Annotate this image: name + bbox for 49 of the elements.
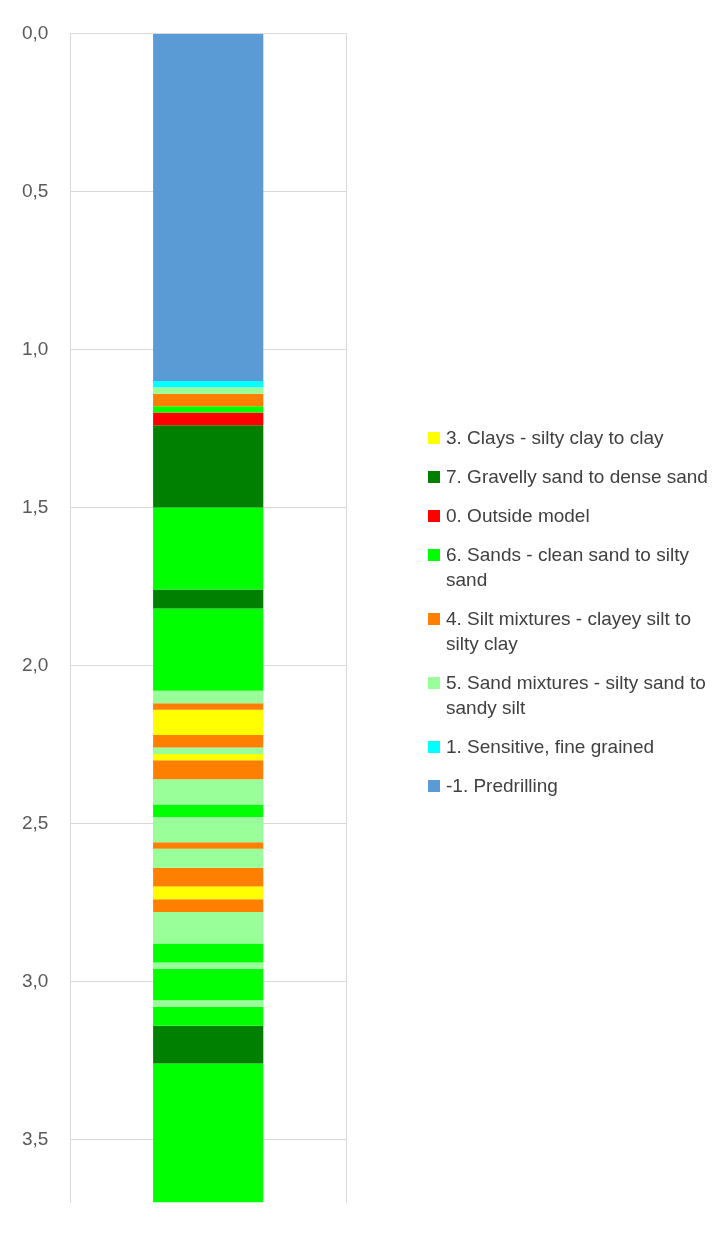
bar <box>153 406 264 413</box>
bar <box>153 867 264 887</box>
legend-label: 3. Clays - silty clay to clay <box>446 426 664 450</box>
bar <box>153 779 264 805</box>
bar <box>153 425 264 508</box>
bar <box>153 899 264 912</box>
y-tick-label: 3,0 <box>21 969 49 991</box>
bar <box>153 608 264 691</box>
y-tick-label: 2,5 <box>21 811 49 833</box>
bar <box>153 842 264 849</box>
y-tick-label: 2,0 <box>21 653 49 675</box>
y-tick-label: 0,5 <box>21 179 49 201</box>
legend-label: -1. Predrilling <box>446 774 558 798</box>
bar <box>153 1025 264 1064</box>
bar <box>153 33 264 381</box>
bar <box>153 709 264 735</box>
bar <box>153 1000 264 1007</box>
bar <box>153 911 264 944</box>
bar <box>153 753 264 761</box>
bar <box>153 507 264 590</box>
bar <box>153 1006 264 1026</box>
bar <box>153 1063 264 1203</box>
legend-label: 6. Sands - clean sand to silty sand <box>446 543 690 592</box>
bar <box>153 943 264 963</box>
legend-label: 4. Silt mixtures - clayey silt to silty clay <box>446 607 692 656</box>
bar <box>153 589 264 609</box>
bar <box>153 703 264 710</box>
bar <box>153 804 264 818</box>
bar <box>153 968 264 1001</box>
bar <box>153 690 264 704</box>
legend-label: 0. Outside model <box>446 504 590 528</box>
bar <box>153 387 264 394</box>
bar <box>153 747 264 754</box>
bar <box>153 760 264 780</box>
legend-label: 5. Sand mixtures - silty sand to sandy silt <box>446 671 707 720</box>
bar <box>153 393 264 407</box>
bar <box>153 886 264 900</box>
legend-label: 1. Sensitive, fine grained <box>446 735 655 759</box>
bar <box>153 848 264 868</box>
bar <box>153 817 264 843</box>
bar <box>153 381 264 388</box>
legend-label: 7. Gravelly sand to dense sand <box>446 465 708 489</box>
y-tick-label: 3,5 <box>21 1127 49 1149</box>
bar <box>153 734 264 748</box>
y-tick-label: 1,5 <box>21 495 49 517</box>
bar <box>153 962 264 969</box>
y-tick-label: 0,0 <box>21 21 49 43</box>
y-tick-label: 1,0 <box>21 337 49 359</box>
bar <box>153 412 264 426</box>
